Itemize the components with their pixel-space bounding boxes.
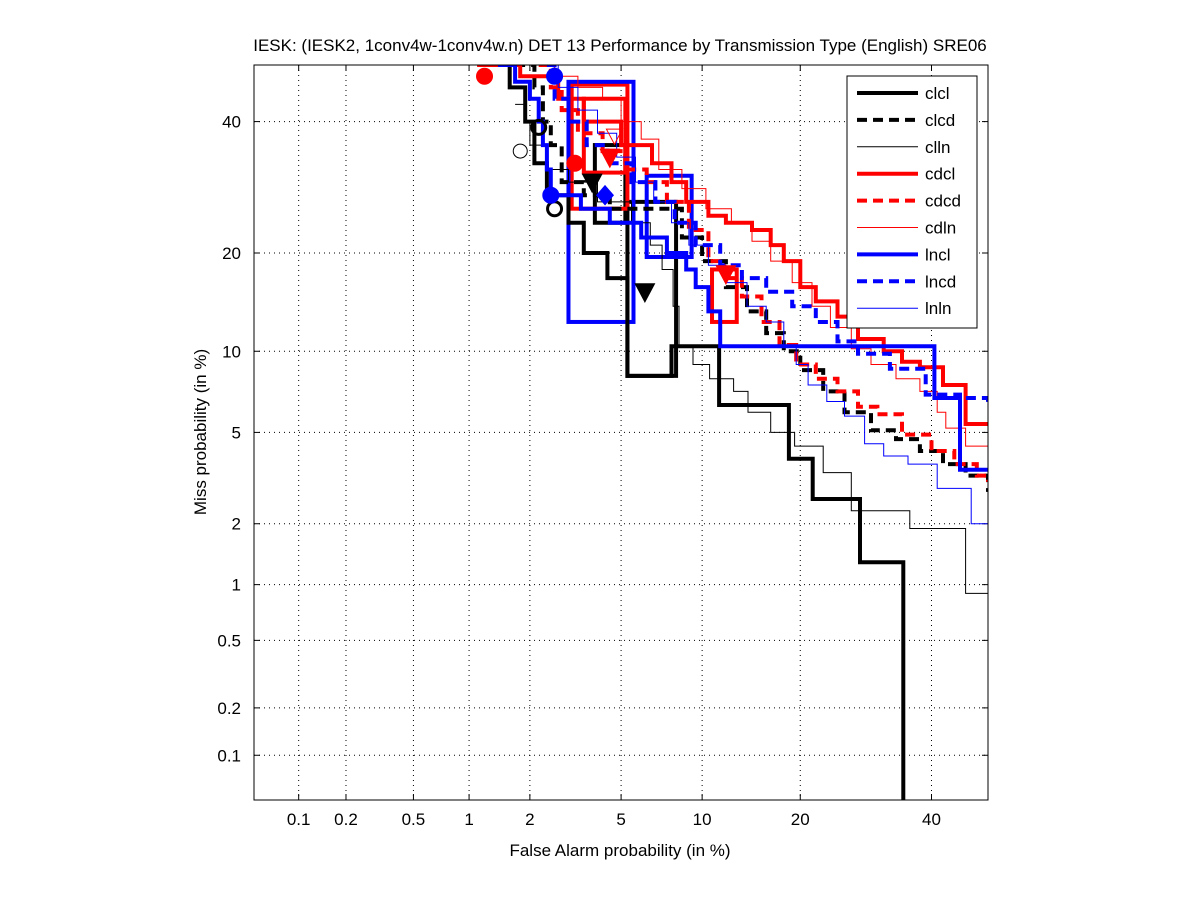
marker-circle-lncd — [546, 67, 564, 85]
series-line-clln — [515, 103, 988, 594]
marker-triangle-cdcd — [599, 148, 621, 169]
marker-circle-cdcd — [566, 154, 584, 172]
legend-label-lncl: lncl — [925, 245, 951, 264]
chart-title: IESK: (IESK2, 1conv4w-1conv4w.n) DET 13 … — [253, 36, 987, 55]
x-tick-label: 0.5 — [402, 810, 426, 829]
marker-triangle-cdln — [605, 128, 624, 146]
plot-frame — [253, 64, 989, 801]
y-tick-label: 5 — [232, 423, 241, 442]
series-line-clcd — [515, 65, 988, 492]
marker-circle-clcd — [530, 118, 548, 136]
y-tick-label: 2 — [232, 515, 241, 534]
marker-diamond-lncl — [596, 184, 615, 206]
y-axis-ticks: 0.1 0.2 0.5 1 2 5 10 20 40 — [217, 113, 988, 765]
x-tick-label: 2 — [525, 810, 534, 829]
legend-label-clcl: clcl — [925, 84, 950, 103]
series-line-cdln — [529, 65, 988, 447]
legend-label-clln: clln — [925, 138, 951, 157]
legend-label-lncd: lncd — [925, 272, 956, 291]
y-tick-label: 0.5 — [217, 631, 241, 650]
y-tick-label: 20 — [222, 244, 241, 263]
legend-label-clcd: clcd — [925, 111, 955, 130]
marker-circle-cdcl — [476, 67, 494, 85]
y-tick-label: 40 — [222, 113, 241, 132]
series-line-lncd — [546, 65, 988, 404]
series-line-clcl — [507, 65, 906, 800]
marker-triangle-clcd — [581, 173, 603, 194]
y-tick-label: 0.2 — [217, 699, 241, 718]
legend-label-cdcl: cdcl — [925, 165, 955, 184]
marker-circle-clln — [512, 143, 528, 159]
y-tick-label: 1 — [232, 576, 241, 595]
x-axis-ticks: 0.1 0.2 0.5 1 2 5 10 20 40 — [287, 65, 941, 829]
legend-label-cdcd: cdcd — [925, 192, 961, 211]
marker-triangle-clcl — [634, 283, 656, 303]
series-lines — [477, 65, 988, 800]
confidence-box-lncl — [644, 173, 694, 260]
y-axis-label: Miss probability (in %) — [191, 349, 210, 515]
x-tick-label: 1 — [464, 810, 473, 829]
x-tick-label: 40 — [922, 810, 941, 829]
y-tick-label: 0.1 — [217, 746, 241, 765]
series-line-lnln — [534, 65, 988, 525]
marker-triangle-cdcl — [715, 265, 737, 285]
x-tick-label: 20 — [791, 810, 810, 829]
marker-circle-lncl — [542, 186, 560, 204]
operating-point-markers — [476, 67, 737, 303]
series-line-lncl — [497, 65, 988, 472]
x-tick-label: 10 — [693, 810, 712, 829]
x-axis-label: False Alarm probability (in %) — [509, 841, 730, 860]
x-tick-label: 5 — [616, 810, 625, 829]
y-tick-label: 10 — [222, 342, 241, 361]
x-tick-label: 0.2 — [334, 810, 358, 829]
legend: clcl clcd clln cdcl cdcd cdln lncl lncd lnln — [846, 75, 978, 329]
legend-label-lnln: lnln — [925, 299, 951, 318]
series-line-cdcl — [477, 65, 988, 426]
x-tick-label: 0.1 — [287, 810, 311, 829]
legend-label-cdln: cdln — [925, 219, 956, 238]
